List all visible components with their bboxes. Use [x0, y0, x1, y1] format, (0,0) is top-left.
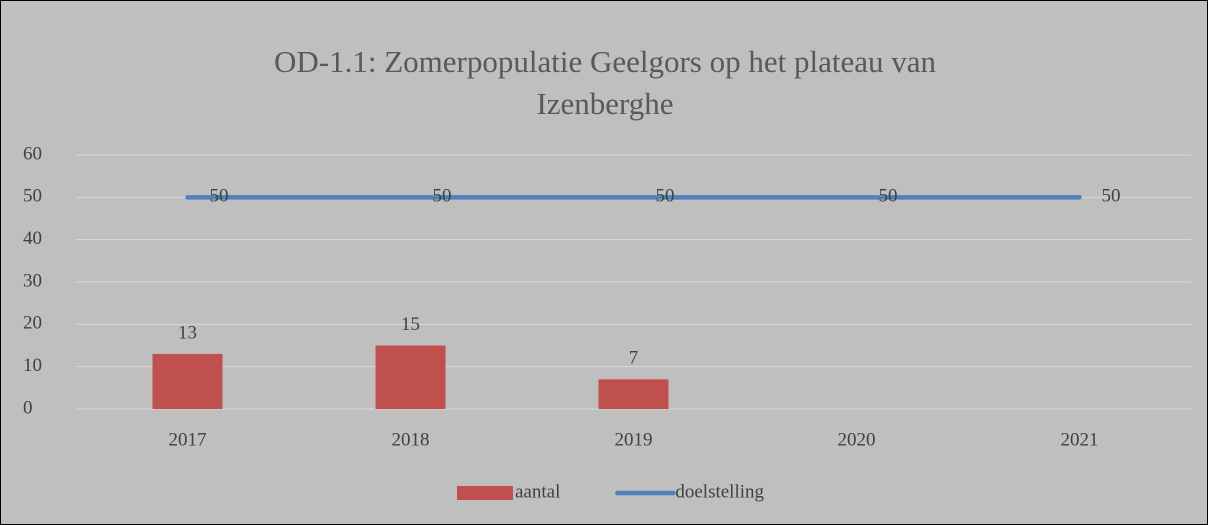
- y-tick-label: 0: [23, 397, 33, 418]
- y-tick-label: 30: [23, 270, 42, 291]
- x-tick-label: 2020: [838, 429, 876, 450]
- bar: [598, 379, 669, 409]
- x-tick-label: 2021: [1061, 429, 1099, 450]
- y-tick-label: 20: [23, 313, 42, 334]
- x-tick-label: 2018: [392, 429, 430, 450]
- data-label: 50: [879, 186, 898, 207]
- data-label: 7: [629, 348, 639, 369]
- data-label: 50: [433, 186, 452, 207]
- x-tick-label: 2019: [615, 429, 653, 450]
- y-tick-label: 60: [23, 143, 42, 164]
- y-tick-label: 50: [23, 186, 42, 207]
- bar: [375, 345, 446, 409]
- chart-title: OD-1.1: Zomerpopulatie Geelgors op het p…: [274, 44, 936, 121]
- data-label: 15: [401, 314, 420, 335]
- legend-swatch: [457, 486, 513, 500]
- bar: [152, 353, 223, 409]
- data-label: 50: [210, 186, 229, 207]
- y-tick-label: 40: [23, 228, 42, 249]
- y-tick-label: 10: [23, 355, 42, 376]
- x-tick-label: 2017: [169, 429, 207, 450]
- legend-label: doelstelling: [675, 481, 764, 502]
- legend-label: aantal: [515, 481, 560, 502]
- data-label: 50: [1102, 186, 1121, 207]
- data-label: 13: [178, 322, 197, 343]
- data-label: 50: [656, 186, 675, 207]
